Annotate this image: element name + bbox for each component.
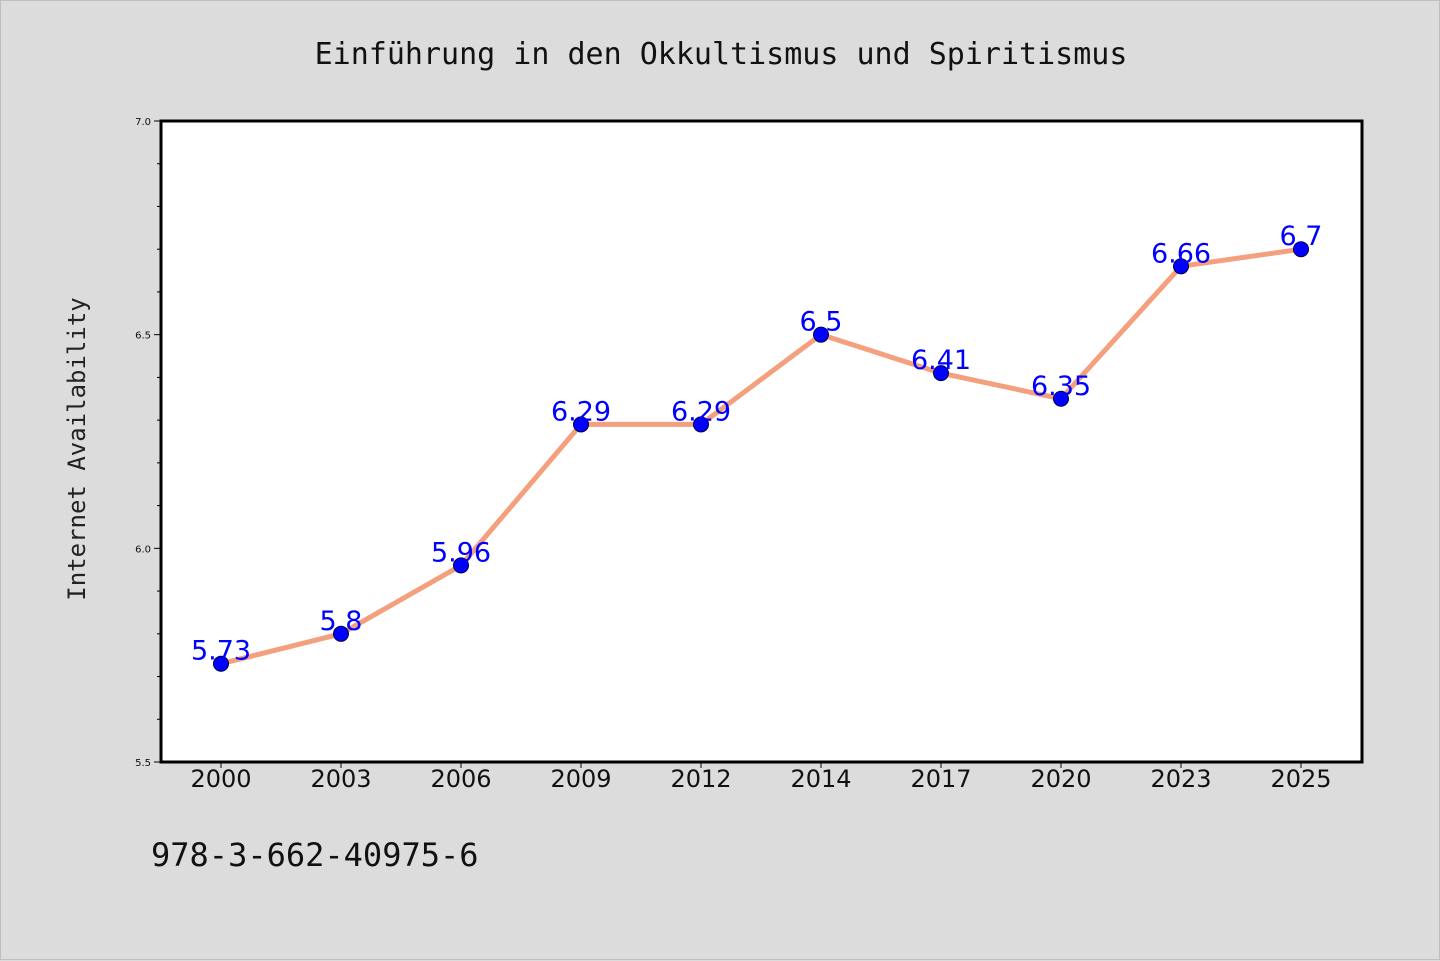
chart-title: Einführung in den Okkultismus und Spirit… [315, 37, 1128, 72]
x-tick-label: 2009 [550, 765, 611, 793]
x-tick-label: 2003 [310, 765, 371, 793]
data-point [813, 326, 829, 343]
x-tick-label: 2017 [910, 765, 971, 793]
y-tick-label: 5.5 [135, 758, 151, 769]
x-tick-label: 2012 [670, 765, 731, 793]
data-label: 6.7 [1280, 221, 1323, 252]
data-point [1293, 241, 1309, 258]
data-label: 6.29 [551, 396, 611, 427]
data-label: 5.73 [191, 636, 251, 667]
data-label: 5.96 [431, 537, 491, 568]
data-point [453, 557, 469, 574]
data-point [213, 655, 229, 672]
data-point [333, 625, 349, 642]
data-point [933, 365, 949, 382]
data-label: 6.29 [671, 396, 731, 427]
data-label: 6.35 [1031, 371, 1091, 402]
x-axis: 2000 2003 2006 2009 2012 2014 2017 2020 2023 2025 [190, 762, 1332, 793]
data-labels: 5.73 5.8 5.96 6.29 6.29 6.5 6.41 6.35 6.66 6.7 [191, 221, 1323, 667]
x-tick-label: 2023 [1150, 765, 1211, 793]
data-point [1053, 390, 1069, 407]
data-label: 6.66 [1151, 238, 1211, 269]
x-tick-label: 2000 [190, 765, 251, 793]
x-tick-label: 2020 [1030, 765, 1091, 793]
x-tick-label: 2025 [1270, 765, 1331, 793]
data-point [573, 416, 589, 433]
x-tick-label: 2014 [790, 765, 851, 793]
isbn-footer: 978-3-662-40975-6 [151, 836, 479, 874]
y-tick-label: 6.0 [135, 544, 151, 555]
plot-area [161, 121, 1362, 762]
y-axis-title: Internet Availability [63, 297, 91, 600]
data-point [1173, 258, 1189, 275]
data-label: 6.5 [800, 307, 843, 338]
data-label: 6.41 [911, 345, 971, 376]
data-point [693, 416, 709, 433]
y-tick-label: 7.0 [135, 117, 151, 128]
x-tick-label: 2006 [430, 765, 491, 793]
series-line [218, 246, 1304, 667]
data-label: 5.8 [320, 606, 363, 637]
y-tick-label: 6.5 [135, 331, 151, 342]
plot-border [159, 119, 1364, 764]
series-layer [213, 241, 1309, 672]
y-axis: 5.5 6.0 6.5 7.0 [135, 117, 161, 769]
